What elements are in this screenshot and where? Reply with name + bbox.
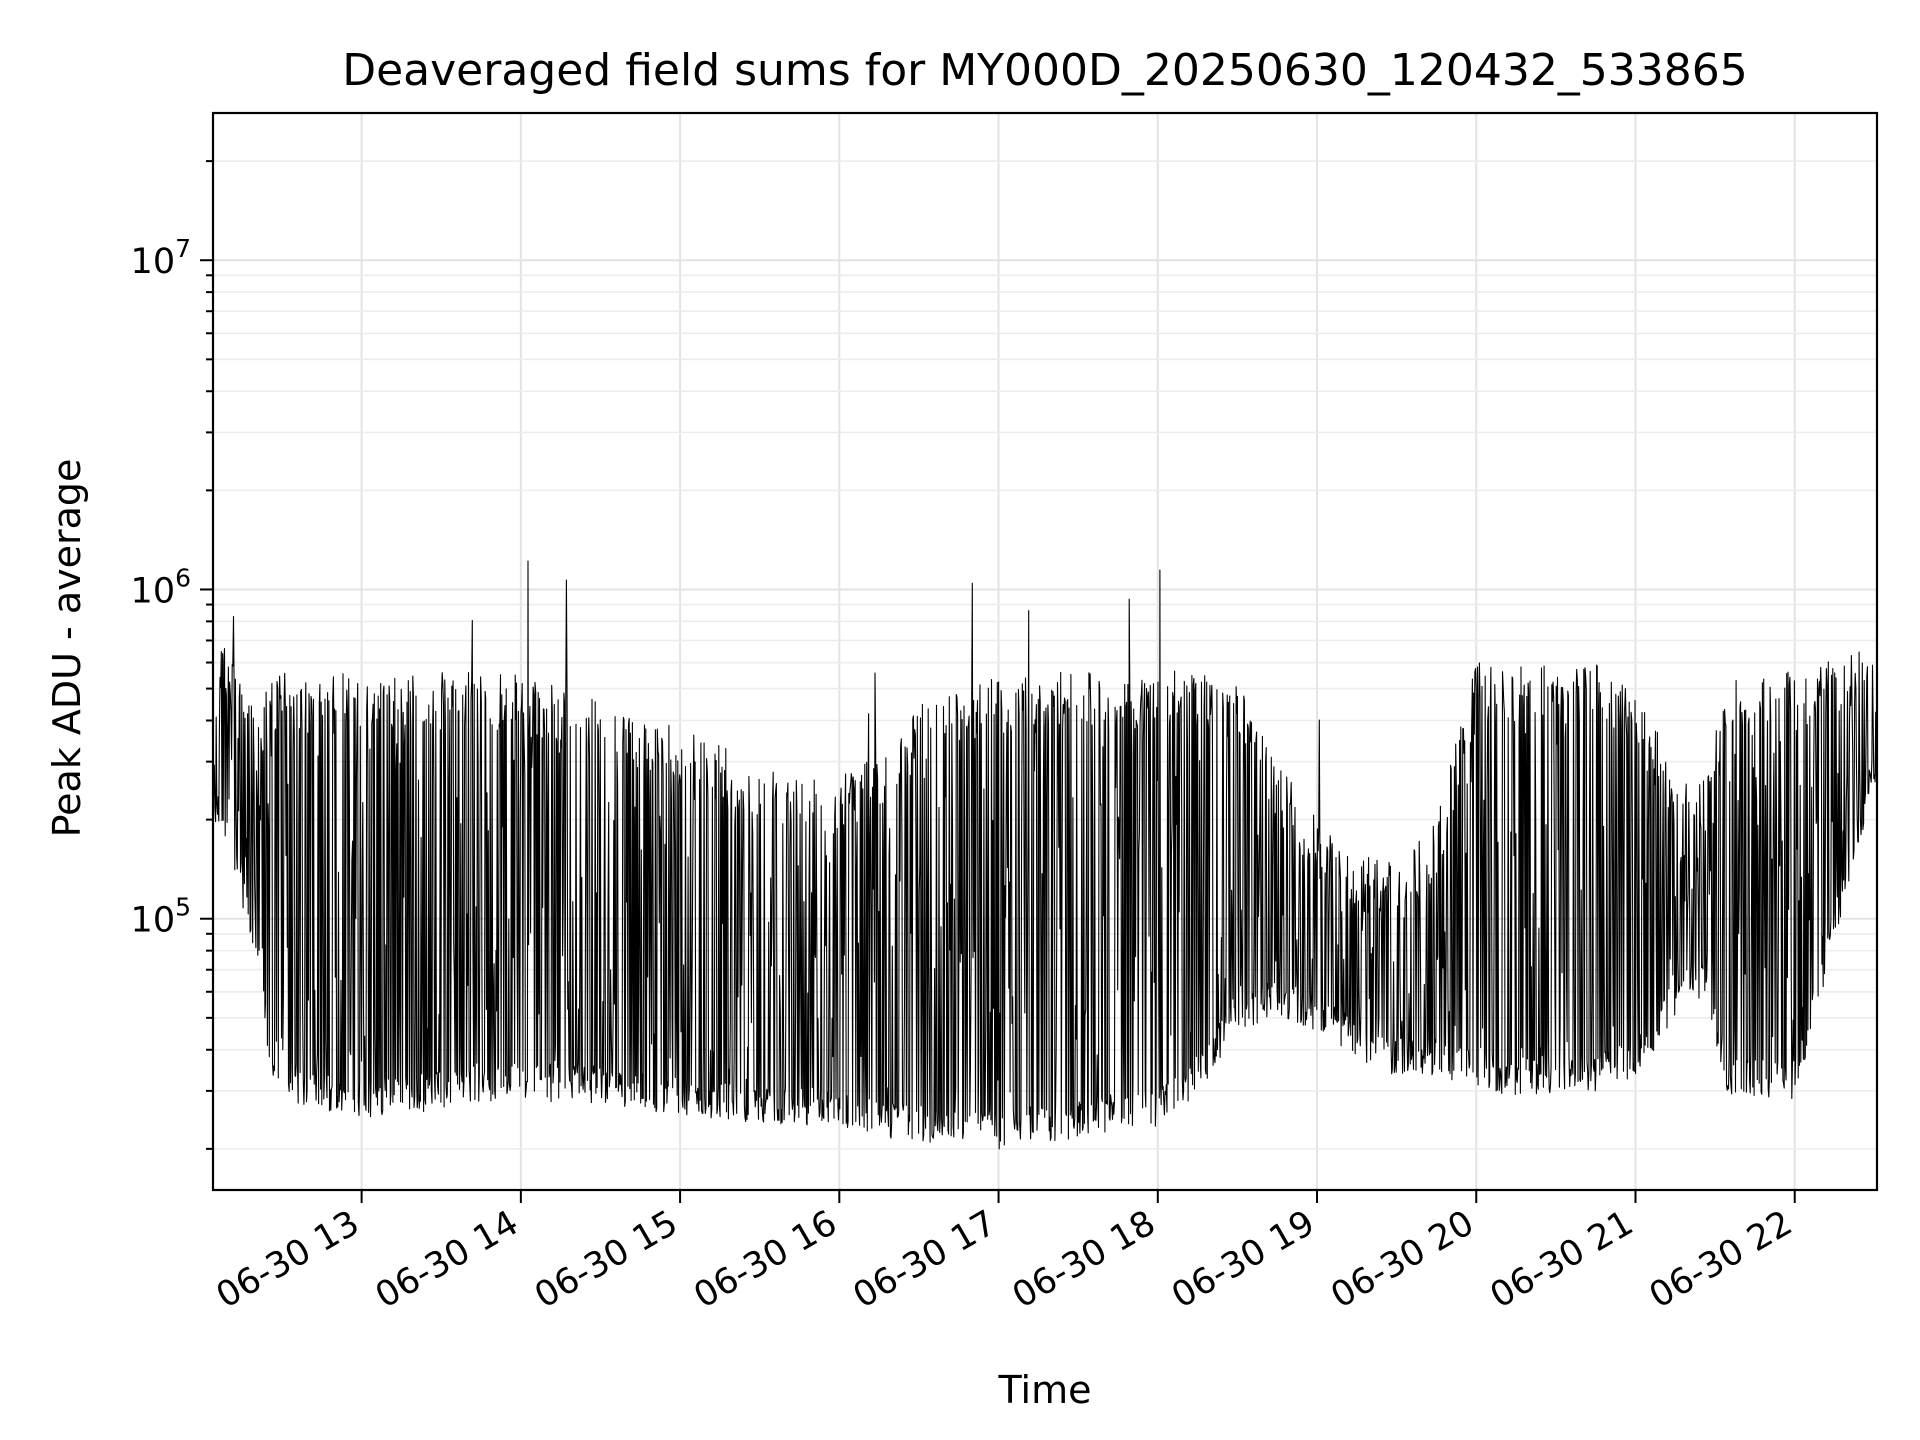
y-tick-label: 107	[131, 234, 191, 282]
y-axis-label: Peak ADU - average	[45, 459, 89, 838]
y-tick-label: 105	[131, 893, 191, 941]
series-layer	[212, 560, 1878, 1150]
y-axis-ticks: 105 106 107	[131, 160, 213, 1150]
plot-frame	[211, 111, 1879, 1192]
chart-title: Deaveraged field sums for MY000D_2025063…	[342, 45, 1748, 96]
x-axis-label: Time	[998, 1368, 1092, 1412]
y-tick-label: 106	[131, 563, 191, 611]
series-line	[212, 560, 1878, 1150]
